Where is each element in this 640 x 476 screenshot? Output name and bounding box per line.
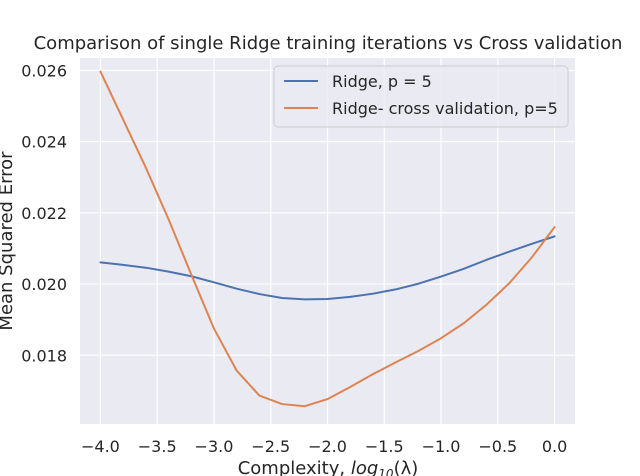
y-tick-label: 0.022 [21,204,67,223]
series-line-ridge-cv [99,70,556,408]
x-axis-label: Complexity, log10(λ) [238,458,419,476]
x-axis-label-func: log [351,458,378,476]
legend-label-ridge-cv: Ridge- cross validation, p=5 [332,99,558,118]
series-group [99,70,556,408]
y-tick-label: 0.024 [21,133,67,152]
x-tick-label: −1.0 [422,437,461,456]
y-tick-label: 0.020 [21,275,67,294]
x-tick-labels: −4.0 −3.5 −3.0 −2.5 −2.0 −1.5 −1.0 −0.5 0.0 [81,437,567,456]
series-line-ridge [99,235,556,301]
x-tick-label: −1.5 [365,437,404,456]
legend-label-ridge: Ridge, p = 5 [332,72,432,91]
x-axis-label-prefix: Complexity, [238,458,351,476]
x-tick-label: 0.0 [542,437,567,456]
x-axis-label-arg: (λ) [394,458,419,476]
y-tick-label: 0.026 [21,61,67,80]
y-tick-labels: 0.018 0.020 0.022 0.024 0.026 [21,61,67,365]
y-axis-label: Mean Squared Error [0,151,17,331]
legend-box [273,65,569,128]
x-tick-label: −3.5 [138,437,177,456]
x-axis-label-sub: 10 [378,467,394,476]
x-tick-label: −2.5 [251,437,290,456]
legend: Ridge, p = 5 Ridge- cross validation, p=… [273,65,569,128]
chart-title: Comparison of single Ridge training iter… [34,33,623,54]
x-tick-label: −2.0 [308,437,347,456]
y-tick-label: 0.018 [21,346,67,365]
x-tick-label: −4.0 [81,437,120,456]
x-tick-label: −0.5 [478,437,517,456]
x-tick-label: −3.0 [195,437,234,456]
